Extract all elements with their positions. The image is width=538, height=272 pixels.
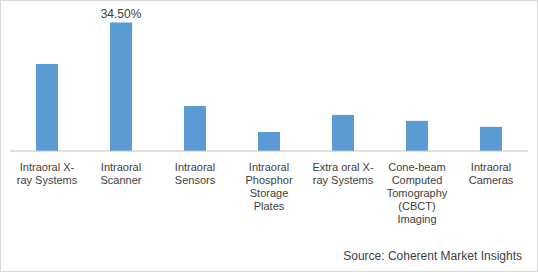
svg-text:Imaging: Imaging: [397, 213, 436, 225]
svg-text:Intraoral X-: Intraoral X-: [20, 161, 75, 173]
svg-text:Intraoral: Intraoral: [249, 161, 289, 173]
svg-text:34.50%: 34.50%: [101, 7, 142, 21]
svg-text:Storage: Storage: [250, 187, 289, 199]
svg-text:Cameras: Cameras: [469, 174, 514, 186]
svg-text:ray Systems: ray Systems: [313, 174, 374, 186]
svg-text:Intraoral: Intraoral: [471, 161, 511, 173]
svg-text:Plates: Plates: [254, 200, 285, 212]
html-text:Source: Coherent Market Insigh: Source: Coherent Market Insights: [343, 249, 522, 263]
svg-text:Tomography: Tomography: [387, 187, 448, 199]
svg-text:Computed: Computed: [392, 174, 443, 186]
svg-text:Scanner: Scanner: [101, 174, 142, 186]
svg-text:Phosphor: Phosphor: [245, 174, 292, 186]
svg-text:Cone-beam: Cone-beam: [388, 161, 445, 173]
svg-text:Sensors: Sensors: [175, 174, 216, 186]
svg-text:ray Systems: ray Systems: [17, 174, 78, 186]
svg-text:Extra oral X-: Extra oral X-: [312, 161, 373, 173]
svg-text:Intraoral: Intraoral: [101, 161, 141, 173]
svg-text:(CBCT): (CBCT): [398, 200, 435, 212]
svg-text:Intraoral: Intraoral: [175, 161, 215, 173]
